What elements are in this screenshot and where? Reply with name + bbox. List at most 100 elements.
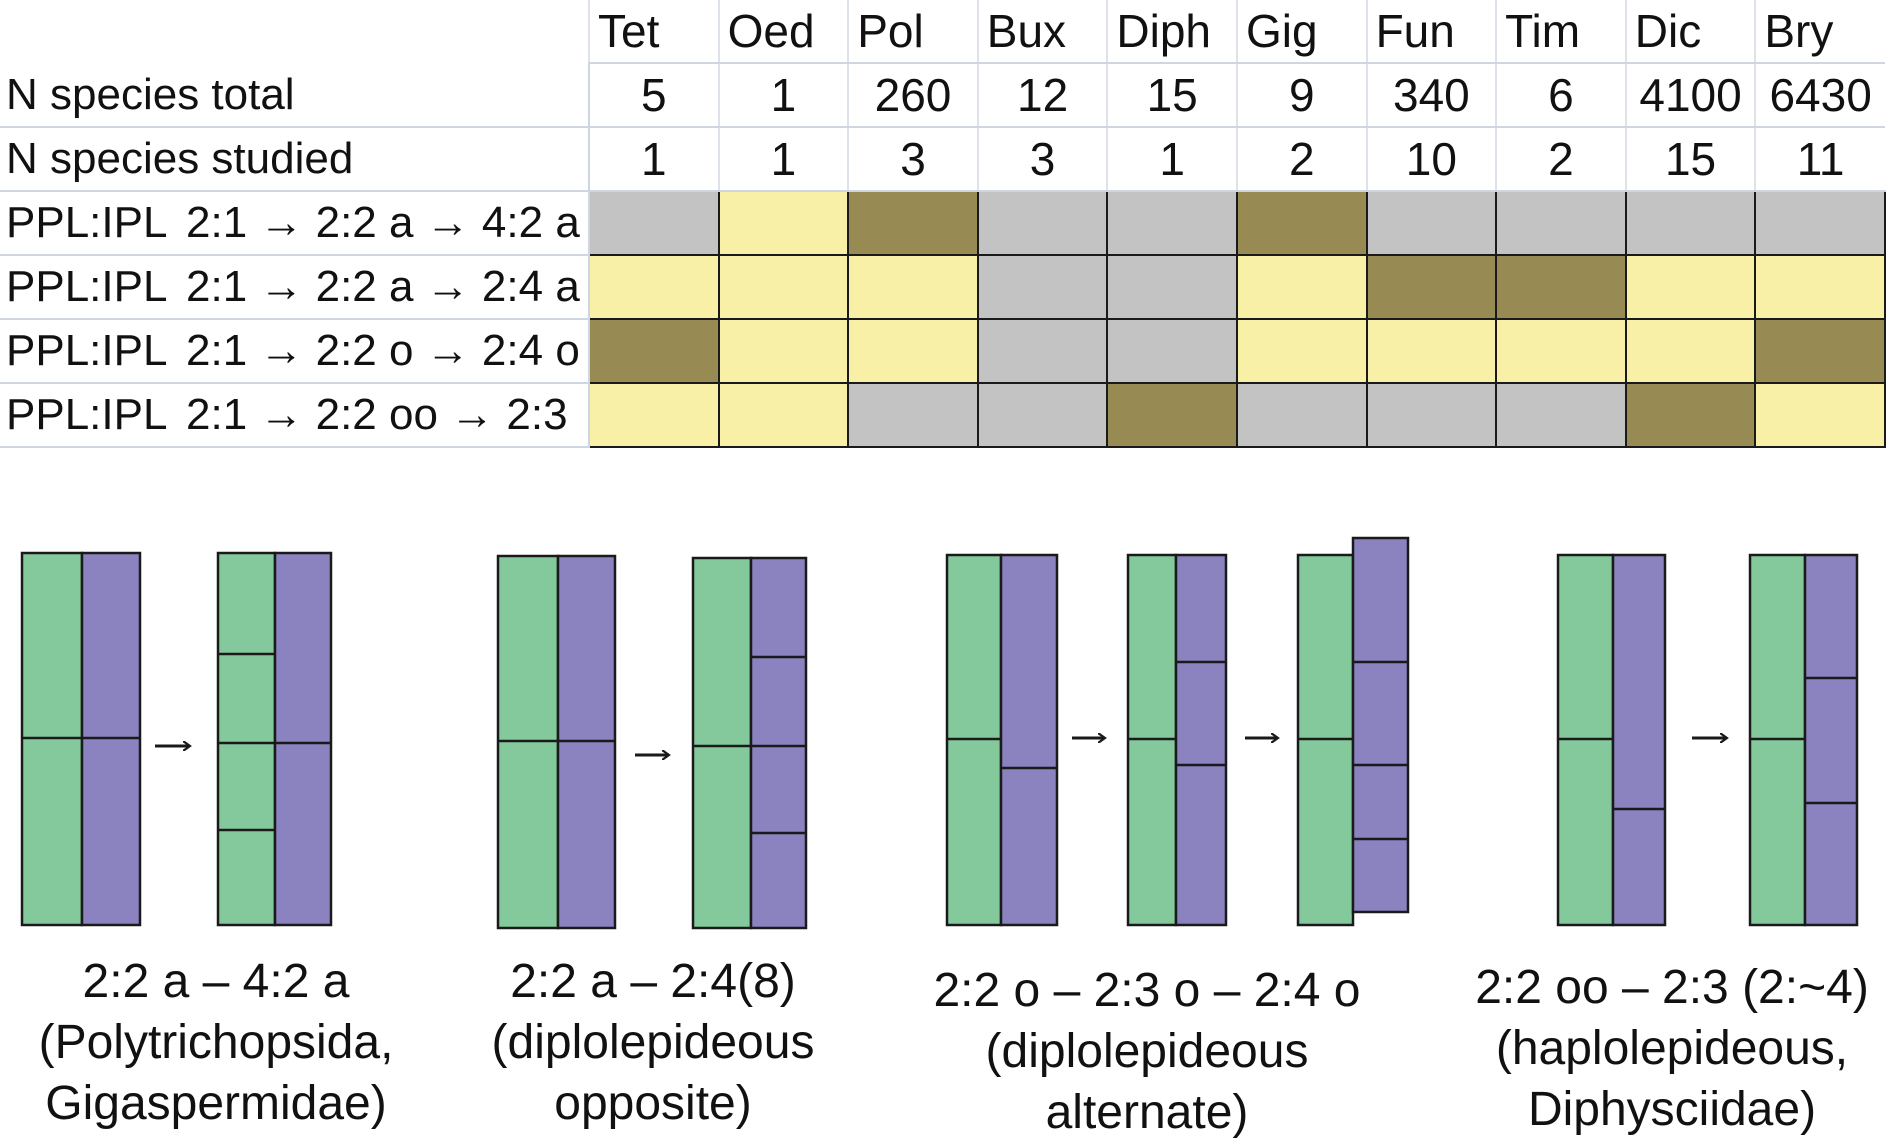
pattern-cell xyxy=(1624,190,1757,256)
pattern-label: PPL:IPL 2:1 → 2:2 oo → 2:3 xyxy=(0,383,590,448)
pattern-cell xyxy=(1235,254,1368,320)
cell-column-pair xyxy=(691,556,808,930)
purple-column xyxy=(749,556,808,930)
pattern-cell xyxy=(1235,382,1368,448)
pattern-cell xyxy=(1365,254,1498,320)
green-column xyxy=(691,556,753,930)
pattern-sequence: 2:1 → 2:2 o → 2:4 o xyxy=(186,326,580,375)
pattern-cell xyxy=(1624,318,1757,384)
count-cell: 4100 xyxy=(1624,63,1756,128)
caption-polytrichopsida: 2:2 a – 4:2 a (Polytrichopsida, Gigasper… xyxy=(0,951,436,1134)
cell-column-pair xyxy=(1296,536,1410,927)
pattern-cell xyxy=(1624,382,1757,448)
pattern-cell xyxy=(588,318,720,384)
caption-line: (Polytrichopsida, xyxy=(38,1016,394,1069)
count-cell: 3 xyxy=(976,127,1108,192)
pattern-cell xyxy=(1106,190,1238,256)
diagram-group-diplolepideous-opposite xyxy=(496,554,808,930)
count-cell: 11 xyxy=(1754,127,1885,192)
caption-formula: 2:2 a – 4:2 a xyxy=(82,955,350,1008)
pattern-cell xyxy=(1624,254,1757,320)
pattern-cell xyxy=(1495,318,1627,384)
pattern-cell xyxy=(1365,382,1498,448)
pattern-cell xyxy=(847,382,979,448)
count-cell: 15 xyxy=(1106,63,1237,128)
count-cell: 2 xyxy=(1235,127,1367,192)
pattern-cell xyxy=(717,190,850,256)
pattern-cell xyxy=(976,254,1109,320)
column-header: Fun xyxy=(1365,0,1497,64)
caption-line: (diplolepideous xyxy=(491,1016,815,1069)
purple-column xyxy=(1174,553,1228,927)
column-header: Gig xyxy=(1235,0,1367,64)
pattern-cell xyxy=(1106,318,1238,384)
pattern-cell xyxy=(847,318,979,384)
cell-column-pair xyxy=(1748,553,1859,927)
caption-formula: 2:2 oo – 2:3 (2:~4) xyxy=(1475,961,1869,1014)
caption-line: Diphysciidae) xyxy=(1527,1083,1817,1136)
pattern-cell xyxy=(1365,190,1498,256)
pattern-cell xyxy=(717,318,850,384)
pattern-cell xyxy=(1754,318,1886,384)
pattern-cell xyxy=(1754,190,1886,256)
count-cell: 2 xyxy=(1495,127,1626,192)
count-cell: 340 xyxy=(1365,63,1497,128)
column-header: Oed xyxy=(717,0,849,64)
caption-line: (diplolepideous xyxy=(985,1025,1309,1078)
row-label: N species total xyxy=(0,63,590,128)
caption-haplolepideous: 2:2 oo – 2:3 (2:~4) (haplolepideous, Dip… xyxy=(1452,957,1890,1140)
count-cell: 5 xyxy=(588,63,719,128)
pattern-cell xyxy=(1365,318,1498,384)
pattern-label: PPL:IPL 2:1 → 2:2 a → 4:2 a xyxy=(0,191,590,256)
pattern-prefix: PPL:IPL xyxy=(6,262,168,311)
count-cell: 1 xyxy=(717,63,849,128)
pattern-cell xyxy=(847,254,979,320)
pattern-cell xyxy=(588,190,720,256)
pattern-cell xyxy=(976,382,1109,448)
species-pattern-table: Tet Oed Pol Bux Diph Gig Fun Tim Dic Bry… xyxy=(0,0,1886,448)
column-header-row: Tet Oed Pol Bux Diph Gig Fun Tim Dic Bry xyxy=(0,0,1885,64)
caption-line: opposite) xyxy=(554,1077,752,1130)
count-cell: 6 xyxy=(1495,63,1626,128)
count-cell: 6430 xyxy=(1754,63,1885,128)
pattern-prefix: PPL:IPL xyxy=(6,198,168,247)
pattern-cell xyxy=(717,254,850,320)
pattern-cell xyxy=(1495,382,1627,448)
cell-column-pair xyxy=(20,551,142,927)
count-cell: 12 xyxy=(976,63,1108,128)
purple-column xyxy=(1803,553,1859,927)
column-header: Bux xyxy=(976,0,1108,64)
pattern-cell xyxy=(1106,382,1238,448)
pattern-cell xyxy=(1754,382,1886,448)
pattern-cell xyxy=(1754,254,1886,320)
purple-column xyxy=(1611,553,1667,927)
cell-column-pair xyxy=(216,551,333,927)
pattern-cell xyxy=(1235,318,1368,384)
diagram-group-diplolepideous-alternate xyxy=(945,536,1410,927)
pattern-label: PPL:IPL 2:1 → 2:2 o → 2:4 o xyxy=(0,319,590,384)
row-label: N species studied xyxy=(0,127,590,192)
diagram-group-polytrichopsida xyxy=(20,551,333,927)
count-cell: 1 xyxy=(717,127,849,192)
green-column xyxy=(216,551,277,927)
caption-line: (haplolepideous, xyxy=(1495,1022,1849,1075)
caption-line: alternate) xyxy=(1045,1086,1249,1139)
pattern-cell xyxy=(976,190,1109,256)
pattern-row: PPL:IPL 2:1 → 2:2 o → 2:4 o xyxy=(0,318,1886,384)
pattern-prefix: PPL:IPL xyxy=(6,390,168,439)
pattern-cell xyxy=(1106,254,1238,320)
caption-diplolepideous-opposite: 2:2 a – 2:4(8) (diplolepideous opposite) xyxy=(433,951,873,1134)
count-cell: 260 xyxy=(847,63,978,128)
pattern-prefix: PPL:IPL xyxy=(6,326,168,375)
species-total-row: N species total 5 1 260 12 15 9 340 6 41… xyxy=(0,63,1885,128)
species-studied-row: N species studied 1 1 3 3 1 2 10 2 15 11 xyxy=(0,127,1885,192)
pattern-row: PPL:IPL 2:1 → 2:2 oo → 2:3 xyxy=(0,382,1886,448)
column-header: Bry xyxy=(1754,0,1885,64)
diagram-group-haplolepideous xyxy=(1556,553,1859,927)
pattern-cell xyxy=(717,382,850,448)
pattern-row: PPL:IPL 2:1 → 2:2 a → 4:2 a xyxy=(0,190,1886,256)
column-header: Pol xyxy=(847,0,978,64)
caption-formula: 2:2 o – 2:3 o – 2:4 o xyxy=(933,964,1361,1017)
pattern-cell xyxy=(588,382,720,448)
purple-column xyxy=(273,551,333,927)
